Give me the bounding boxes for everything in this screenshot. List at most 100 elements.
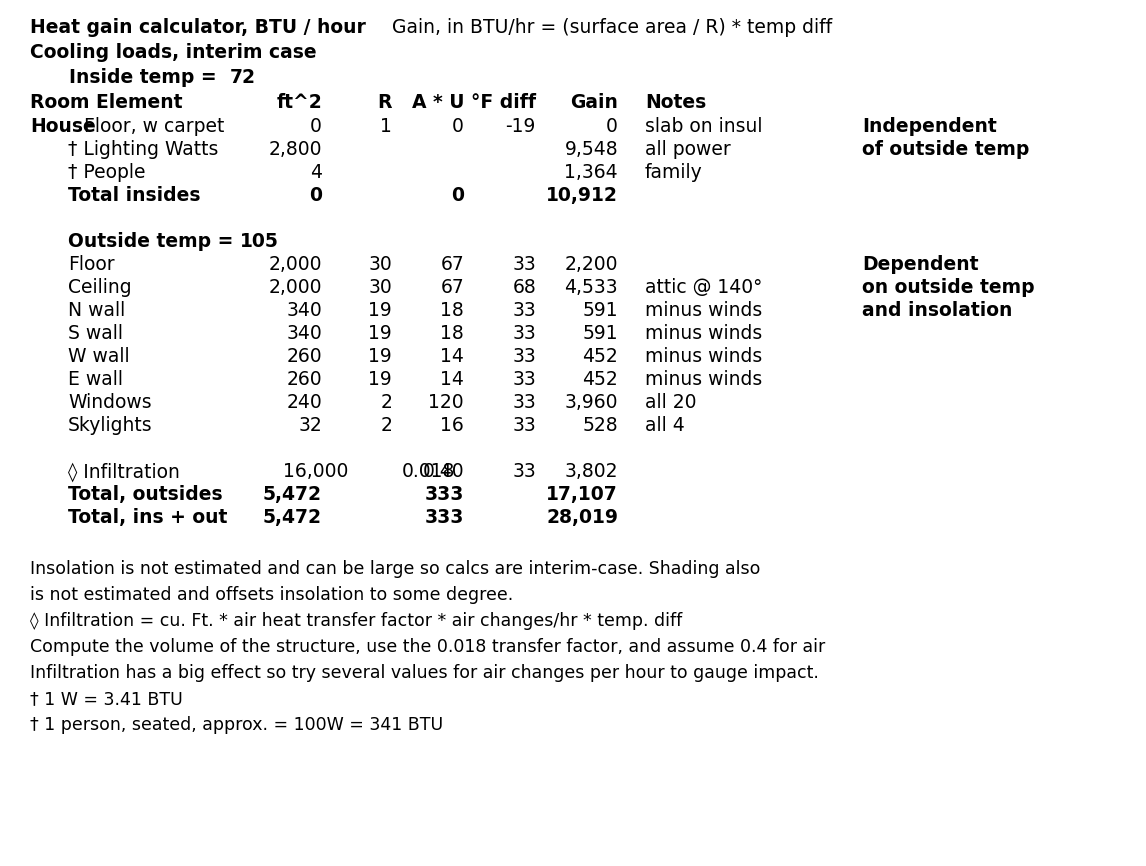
Text: 17,107: 17,107 xyxy=(547,485,618,504)
Text: 0: 0 xyxy=(453,117,464,136)
Text: 0: 0 xyxy=(606,117,618,136)
Text: 16: 16 xyxy=(440,416,464,435)
Text: 3,960: 3,960 xyxy=(565,393,618,412)
Text: 16,000: 16,000 xyxy=(283,462,348,481)
Text: 340: 340 xyxy=(286,324,322,343)
Text: Inside temp =: Inside temp = xyxy=(30,68,217,87)
Text: † 1 W = 3.41 BTU: † 1 W = 3.41 BTU xyxy=(30,690,182,708)
Text: of outside temp: of outside temp xyxy=(862,140,1029,159)
Text: 68: 68 xyxy=(512,278,536,297)
Text: -19: -19 xyxy=(505,117,536,136)
Text: Compute the volume of the structure, use the 0.018 transfer factor, and assume 0: Compute the volume of the structure, use… xyxy=(30,638,825,656)
Text: 33: 33 xyxy=(512,324,536,343)
Text: Insolation is not estimated and can be large so calcs are interim-case. Shading : Insolation is not estimated and can be l… xyxy=(30,560,761,578)
Text: Floor: Floor xyxy=(68,255,115,274)
Text: S wall: S wall xyxy=(68,324,123,343)
Text: † People: † People xyxy=(68,163,146,182)
Text: 2: 2 xyxy=(380,416,392,435)
Text: 32: 32 xyxy=(298,416,322,435)
Text: 9,548: 9,548 xyxy=(564,140,618,159)
Text: family: family xyxy=(645,163,702,182)
Text: 240: 240 xyxy=(286,393,322,412)
Text: 5,472: 5,472 xyxy=(262,485,322,504)
Text: 33: 33 xyxy=(512,393,536,412)
Text: 452: 452 xyxy=(582,370,618,389)
Text: 4,533: 4,533 xyxy=(564,278,618,297)
Text: 333: 333 xyxy=(425,485,464,504)
Text: °F diff: °F diff xyxy=(471,93,536,112)
Text: Floor, w carpet: Floor, w carpet xyxy=(84,117,225,136)
Text: 19: 19 xyxy=(368,324,392,343)
Text: † 1 person, seated, approx. = 100W = 341 BTU: † 1 person, seated, approx. = 100W = 341… xyxy=(30,716,444,734)
Text: is not estimated and offsets insolation to some degree.: is not estimated and offsets insolation … xyxy=(30,586,513,604)
Text: 30: 30 xyxy=(368,278,392,297)
Text: 28,019: 28,019 xyxy=(545,508,618,527)
Text: 0.40: 0.40 xyxy=(423,462,464,481)
Text: 14: 14 xyxy=(440,347,464,366)
Text: 19: 19 xyxy=(368,301,392,320)
Text: 33: 33 xyxy=(512,255,536,274)
Text: 33: 33 xyxy=(512,347,536,366)
Text: 67: 67 xyxy=(440,278,464,297)
Text: 2,000: 2,000 xyxy=(268,278,322,297)
Text: Total, ins + out: Total, ins + out xyxy=(68,508,227,527)
Text: 19: 19 xyxy=(368,370,392,389)
Text: Windows: Windows xyxy=(68,393,151,412)
Text: 2,200: 2,200 xyxy=(565,255,618,274)
Text: 67: 67 xyxy=(440,255,464,274)
Text: 5,472: 5,472 xyxy=(262,508,322,527)
Text: minus winds: minus winds xyxy=(645,347,762,366)
Text: 105: 105 xyxy=(240,232,278,251)
Text: Notes: Notes xyxy=(645,93,706,112)
Text: 0.018: 0.018 xyxy=(402,462,455,481)
Text: 72: 72 xyxy=(230,68,256,87)
Text: W wall: W wall xyxy=(68,347,129,366)
Text: Infiltration has a big effect so try several values for air changes per hour to : Infiltration has a big effect so try sev… xyxy=(30,664,819,682)
Text: Heat gain calculator, BTU / hour: Heat gain calculator, BTU / hour xyxy=(30,18,366,37)
Text: 452: 452 xyxy=(582,347,618,366)
Text: 333: 333 xyxy=(425,508,464,527)
Text: N wall: N wall xyxy=(68,301,125,320)
Text: 19: 19 xyxy=(368,347,392,366)
Text: Cooling loads, interim case: Cooling loads, interim case xyxy=(30,43,316,62)
Text: Outside temp =: Outside temp = xyxy=(68,232,234,251)
Text: 33: 33 xyxy=(512,462,536,481)
Text: 0: 0 xyxy=(452,186,464,205)
Text: minus winds: minus winds xyxy=(645,324,762,343)
Text: † Lighting Watts: † Lighting Watts xyxy=(68,140,219,159)
Text: Gain: Gain xyxy=(570,93,618,112)
Text: House: House xyxy=(30,117,96,136)
Text: ft^2: ft^2 xyxy=(276,93,322,112)
Text: 14: 14 xyxy=(440,370,464,389)
Text: 0: 0 xyxy=(311,117,322,136)
Text: all power: all power xyxy=(645,140,731,159)
Text: 120: 120 xyxy=(429,393,464,412)
Text: Dependent: Dependent xyxy=(862,255,979,274)
Text: minus winds: minus winds xyxy=(645,370,762,389)
Text: 18: 18 xyxy=(440,324,464,343)
Text: 2,000: 2,000 xyxy=(268,255,322,274)
Text: all 20: all 20 xyxy=(645,393,697,412)
Text: 1,364: 1,364 xyxy=(564,163,618,182)
Text: ◊ Infiltration = cu. Ft. * air heat transfer factor * air changes/hr * temp. dif: ◊ Infiltration = cu. Ft. * air heat tran… xyxy=(30,612,682,630)
Text: Total insides: Total insides xyxy=(68,186,201,205)
Text: R: R xyxy=(377,93,392,112)
Text: 260: 260 xyxy=(286,347,322,366)
Text: A * U: A * U xyxy=(411,93,464,112)
Text: 3,802: 3,802 xyxy=(565,462,618,481)
Text: 260: 260 xyxy=(286,370,322,389)
Text: 30: 30 xyxy=(368,255,392,274)
Text: slab on insul: slab on insul xyxy=(645,117,762,136)
Text: 10,912: 10,912 xyxy=(547,186,618,205)
Text: 1: 1 xyxy=(380,117,392,136)
Text: minus winds: minus winds xyxy=(645,301,762,320)
Text: 33: 33 xyxy=(512,370,536,389)
Text: 33: 33 xyxy=(512,416,536,435)
Text: 2: 2 xyxy=(380,393,392,412)
Text: 0: 0 xyxy=(309,186,322,205)
Text: Skylights: Skylights xyxy=(68,416,152,435)
Text: 340: 340 xyxy=(286,301,322,320)
Text: attic @ 140°: attic @ 140° xyxy=(645,278,762,297)
Text: 591: 591 xyxy=(582,301,618,320)
Text: 18: 18 xyxy=(440,301,464,320)
